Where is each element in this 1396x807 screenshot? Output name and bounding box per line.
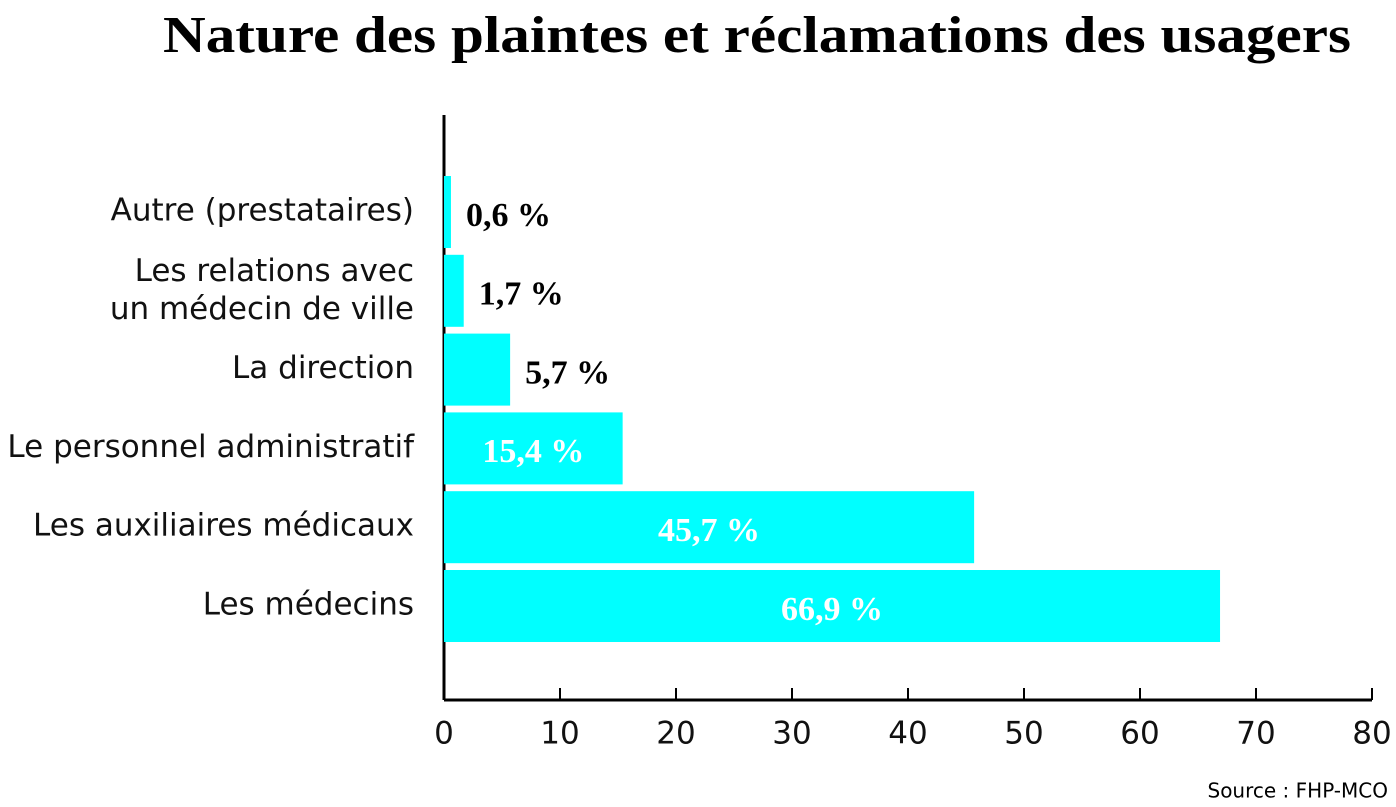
- bar: [444, 491, 975, 564]
- bar: [444, 333, 511, 406]
- bar: [444, 254, 464, 327]
- source: Source : FHP-MCO: [1208, 779, 1389, 803]
- x-tick-label: 10: [540, 716, 579, 752]
- x-tick-label: 20: [656, 716, 695, 752]
- value-label: 45,7 %: [658, 512, 760, 549]
- chart-title: Nature des plaintes et réclamations des …: [163, 7, 1351, 64]
- y-tick-label: Les auxiliaires médicaux: [33, 508, 414, 544]
- x-tick-label: 40: [888, 716, 927, 752]
- x-tick-label: 30: [772, 716, 811, 752]
- x-tick-label: 80: [1352, 716, 1391, 752]
- value-label: 66,9 %: [781, 591, 883, 628]
- value-label: 5,7 %: [525, 354, 610, 391]
- bar: [444, 412, 623, 485]
- y-tick-label: La direction: [232, 350, 414, 386]
- value-label: 15,4 %: [482, 433, 584, 470]
- value-label: 0,6 %: [466, 197, 551, 234]
- y-tick-label: Le personnel administratif: [7, 429, 415, 465]
- x-tick-label: 70: [1236, 716, 1275, 752]
- bar: [444, 176, 451, 248]
- y-tick-label: Autre (prestataires): [111, 193, 414, 229]
- bar: [444, 570, 1221, 642]
- y-tick-label: Les médecins: [203, 587, 414, 623]
- x-tick-label: 0: [434, 716, 454, 752]
- x-tick-label: 50: [1004, 716, 1043, 752]
- value-label: 1,7 %: [479, 276, 564, 313]
- y-tick-label: Les relations avec un médecin de ville: [110, 252, 414, 326]
- x-tick-label: 60: [1120, 716, 1159, 752]
